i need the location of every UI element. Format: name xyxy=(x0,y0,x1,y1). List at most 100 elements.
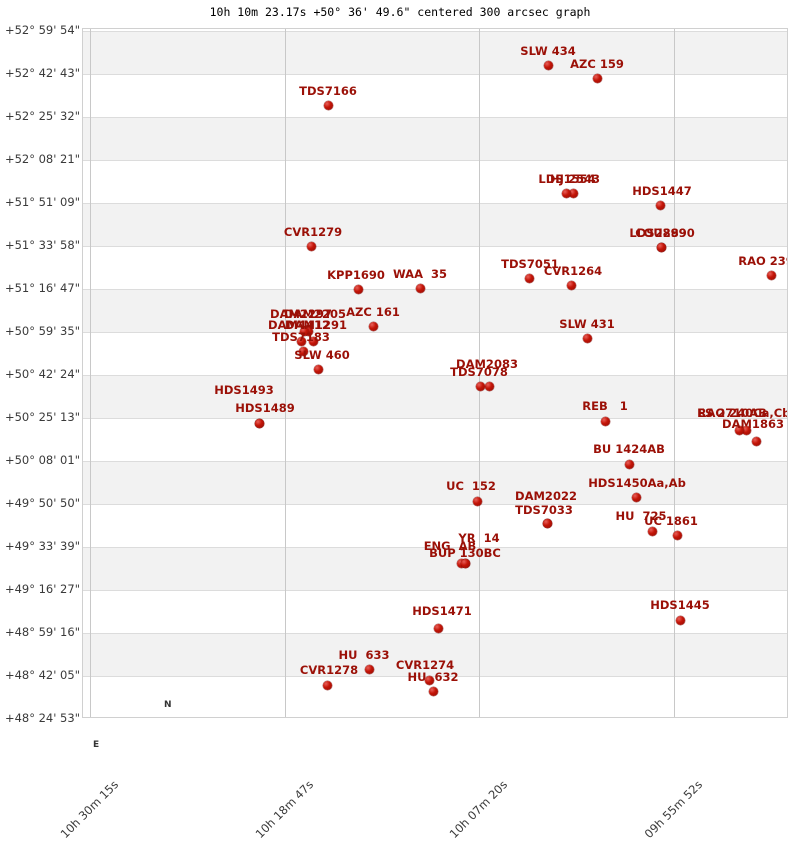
y-axis-tick-label: +49° 16' 27" xyxy=(4,582,80,596)
star-marker[interactable] xyxy=(460,558,470,568)
star-marker[interactable] xyxy=(624,459,634,469)
star-label: LDS1554 xyxy=(538,172,596,186)
y-axis-tick-label: +52° 08' 21" xyxy=(4,152,80,166)
star-marker[interactable] xyxy=(254,418,264,428)
x-axis-tick-label-text: 10h 30m 15s xyxy=(57,777,122,841)
star-marker[interactable] xyxy=(734,425,744,435)
plot-area[interactable]: SLW 434 AZC 159 TDS7166 HJ 2543 LDS1554 HDS14… xyxy=(82,28,788,718)
star-label: DAM2083 xyxy=(456,357,518,371)
gridline-horizontal xyxy=(83,504,787,505)
y-axis-tick-label: +51° 33' 58" xyxy=(4,238,80,252)
x-axis-tick-label-text: 10h 18m 47s xyxy=(252,777,317,841)
star-marker[interactable] xyxy=(433,623,443,633)
star-marker[interactable] xyxy=(323,100,333,110)
star-marker[interactable] xyxy=(296,336,306,346)
gridline-vertical xyxy=(674,29,675,717)
star-marker[interactable] xyxy=(672,530,682,540)
star-marker[interactable] xyxy=(656,242,666,252)
star-marker[interactable] xyxy=(751,436,761,446)
star-marker[interactable] xyxy=(766,270,776,280)
star-marker[interactable] xyxy=(306,241,316,251)
y-axis-tick-label: +52° 59' 54" xyxy=(4,23,80,37)
star-label: BU 1424AB xyxy=(593,442,665,456)
y-axis-tick-label: +49° 50' 50" xyxy=(4,496,80,510)
gridline-horizontal xyxy=(83,590,787,591)
gridline-horizontal xyxy=(83,418,787,419)
star-marker[interactable] xyxy=(313,364,323,374)
star-marker[interactable] xyxy=(353,284,363,294)
star-marker[interactable] xyxy=(308,336,318,346)
grid-band xyxy=(83,31,787,74)
page-title: 10h 10m 23.17s +50° 36' 49.6" centered 3… xyxy=(209,5,591,19)
star-label: CVR1264 xyxy=(543,264,603,278)
y-axis-tick-label: +48° 59' 16" xyxy=(4,625,80,639)
star-marker[interactable] xyxy=(472,496,482,506)
star-label: HDS1471 xyxy=(412,604,472,618)
star-marker[interactable] xyxy=(592,73,602,83)
east-marker: E xyxy=(93,740,100,750)
gridline-vertical xyxy=(285,29,286,717)
star-label: TDS7033 xyxy=(515,503,573,517)
star-label: UC 1861 xyxy=(644,514,698,528)
north-marker: N xyxy=(164,700,172,710)
star-marker[interactable] xyxy=(524,273,534,283)
grid-band xyxy=(83,461,787,504)
y-axis-tick-label: +50° 08' 01" xyxy=(4,453,80,467)
gridline-horizontal xyxy=(83,375,787,376)
star-marker[interactable] xyxy=(647,526,657,536)
gridline-horizontal xyxy=(83,332,787,333)
y-axis-tick-label: +52° 42' 43" xyxy=(4,66,80,80)
star-label: TDS7166 xyxy=(299,84,357,98)
grid-band xyxy=(83,547,787,590)
x-axis-tick-label-text: 09h 55m 52s xyxy=(641,777,706,841)
star-marker[interactable] xyxy=(631,492,641,502)
star-label: TDS7051 xyxy=(501,257,559,271)
star-marker[interactable] xyxy=(322,680,332,690)
x-axis-tick-label: 10h 07m 20s xyxy=(447,724,563,841)
x-axis-tick-label: 09h 55m 52s xyxy=(642,724,758,841)
x-axis-tick-label: 10h 30m 15s xyxy=(58,724,174,841)
star-marker[interactable] xyxy=(424,675,434,685)
star-label: WAA 35 xyxy=(393,267,447,281)
star-marker[interactable] xyxy=(568,188,578,198)
star-label: HJ 2543 xyxy=(550,172,600,186)
star-marker[interactable] xyxy=(428,686,438,696)
x-axis-tick-label: 10h 18m 47s xyxy=(253,724,369,841)
x-axis-right-ascension: 10h 30m 15s 10h 18m 47s 10h 07m 20s 09h 55m… xyxy=(0,718,800,841)
star-marker[interactable] xyxy=(298,346,308,356)
star-marker[interactable] xyxy=(600,416,610,426)
star-marker[interactable] xyxy=(741,425,751,435)
x-axis-tick-label-text: 10h 07m 20s xyxy=(446,777,511,841)
gridline-horizontal xyxy=(83,676,787,677)
star-label: HDS1445 xyxy=(650,598,710,612)
star-marker[interactable] xyxy=(566,280,576,290)
star-marker[interactable] xyxy=(542,518,552,528)
star-marker[interactable] xyxy=(484,381,494,391)
star-marker[interactable] xyxy=(543,60,553,70)
star-marker[interactable] xyxy=(475,381,485,391)
grid-band xyxy=(83,633,787,676)
star-marker[interactable] xyxy=(675,615,685,625)
grid-band xyxy=(83,117,787,160)
star-marker[interactable] xyxy=(364,664,374,674)
star-label: HU 725 xyxy=(615,509,667,523)
star-marker[interactable] xyxy=(655,200,665,210)
star-marker[interactable] xyxy=(415,283,425,293)
grid-band xyxy=(83,375,787,418)
star-marker[interactable] xyxy=(561,188,571,198)
gridline-vertical xyxy=(479,29,480,717)
star-label: HDS1447 xyxy=(632,184,692,198)
y-axis-tick-label: +50° 25' 13" xyxy=(4,410,80,424)
star-label: DAM1863 xyxy=(722,417,784,431)
star-marker[interactable] xyxy=(368,321,378,331)
star-marker[interactable] xyxy=(299,326,309,336)
y-axis-tick-label: +50° 42' 24" xyxy=(4,367,80,381)
y-axis-tick-label: +48° 42' 05" xyxy=(4,668,80,682)
star-marker[interactable] xyxy=(582,333,592,343)
y-axis-tick-label: +48° 24' 53" xyxy=(4,711,80,725)
star-label: KPP1690 xyxy=(327,268,385,282)
grid-band xyxy=(83,289,787,332)
gridline-horizontal xyxy=(83,633,787,634)
gridline-horizontal xyxy=(83,289,787,290)
y-axis-tick-label: +52° 25' 32" xyxy=(4,109,80,123)
